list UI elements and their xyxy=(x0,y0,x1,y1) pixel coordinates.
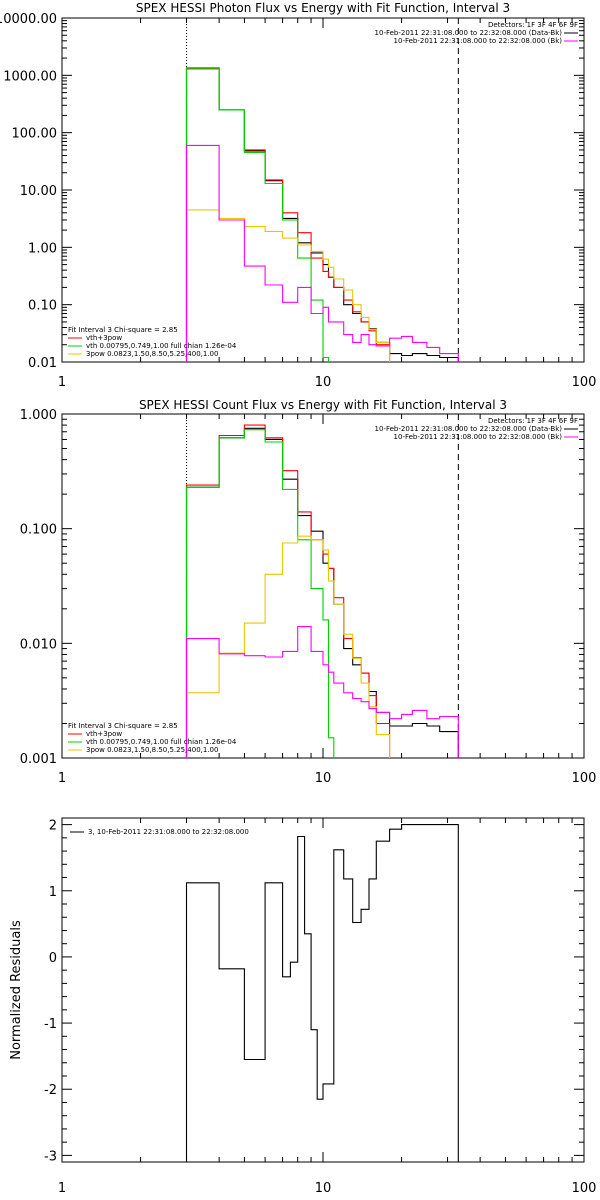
residuals-chart: Normalized Residuals 1 10 100 -3 -2 -1 0 1 2 3, 10… xyxy=(9,817,597,1196)
y-tick-label: 0.010 xyxy=(20,637,57,652)
y-tick-label: -1 xyxy=(44,1017,57,1032)
legend-top-entry: 10-Feb-2011 22:31:08.000 to 22:32:08.000… xyxy=(394,433,563,441)
chart-title: SPEX HESSI Count Flux vs Energy with Fit… xyxy=(139,398,507,412)
legend-fit-entry: 3pow 0.0823,1.50,8.50,5.25,400,1.00 xyxy=(86,746,218,754)
series-bk xyxy=(185,144,459,362)
y-tick-label: 100.00 xyxy=(12,127,58,142)
x-tick-label: 10 xyxy=(315,375,332,390)
x-tick-label: 10 xyxy=(315,771,332,786)
legend-fit-entry: vth+3pow xyxy=(86,730,122,738)
legend-inset-entry: 3, 10-Feb-2011 22:31:08.000 to 22:32:08.… xyxy=(88,828,249,836)
series-vth-3pow xyxy=(185,424,391,758)
legend-fit-header: Fit Interval 3 Chi-square = 2.85 xyxy=(68,326,178,334)
legend-top-entry: 10-Feb-2011 22:31:08.000 to 22:32:08.000… xyxy=(394,37,563,45)
series-vth-3pow xyxy=(185,67,391,362)
series-3pow xyxy=(185,209,391,362)
y-tick-label: 1000.00 xyxy=(3,69,57,84)
legend-header: Detectors: 1F 3F 4F 6F 9F xyxy=(488,417,578,425)
series-data-bk xyxy=(185,68,459,362)
chart-title: SPEX HESSI Photon Flux vs Energy with Fi… xyxy=(136,1,510,15)
y-tick-label: 0.10 xyxy=(28,299,57,314)
y-tick-label: 0.01 xyxy=(28,356,57,371)
x-tick-label: 100 xyxy=(572,375,597,390)
series-residuals xyxy=(185,824,459,1162)
legend-top-entry: 10-Feb-2011 22:31:08.000 to 22:32:08.000… xyxy=(375,425,563,433)
series-vth xyxy=(185,68,330,362)
x-tick-label: 100 xyxy=(572,771,597,786)
y-tick-label: 10.00 xyxy=(20,184,57,199)
legend-header: Detectors: 1F 3F 4F 6F 9F xyxy=(488,21,578,29)
y-tick-label: 1.00 xyxy=(28,241,57,256)
legend-fit-entry: vth 0.00795,0.749,1.00 full chian 1.26e-… xyxy=(86,738,237,746)
series-vth xyxy=(185,429,335,758)
plot-frame xyxy=(61,413,585,759)
legend-fit-header: Fit Interval 3 Chi-square = 2.85 xyxy=(68,722,178,730)
y-tick-label: 2 xyxy=(49,819,57,834)
x-tick-label: 1 xyxy=(58,1181,66,1196)
x-tick-label: 10 xyxy=(315,1181,332,1196)
x-tick-label: 1 xyxy=(58,771,66,786)
y-tick-label: 1.000 xyxy=(20,408,57,423)
y-tick-label: 0.100 xyxy=(20,523,57,538)
y-axis-label: Normalized Residuals xyxy=(9,920,24,1060)
series-3pow xyxy=(185,535,391,758)
plot-frame xyxy=(61,817,585,1163)
legend-fit-entry: vth 0.00795,0.749,1.00 full chian 1.26e-… xyxy=(86,342,237,350)
x-tick-label: 100 xyxy=(572,1181,597,1196)
legend-top-entry: 10-Feb-2011 22:31:08.000 to 22:32:08.000… xyxy=(375,29,563,37)
y-tick-label: -3 xyxy=(44,1149,57,1164)
x-tick-label: 1 xyxy=(58,375,66,390)
y-tick-label: -2 xyxy=(44,1083,57,1098)
y-tick-label: 0.001 xyxy=(20,752,57,767)
y-tick-label: 10000.00 xyxy=(0,12,57,27)
y-tick-label: 1 xyxy=(49,885,57,900)
count-flux-chart: SPEX HESSI Count Flux vs Energy with Fit… xyxy=(20,398,597,786)
series-bk xyxy=(185,626,459,758)
photon-flux-chart: SPEX HESSI Photon Flux vs Energy with Fi… xyxy=(0,1,597,390)
y-tick-label: 0 xyxy=(49,951,57,966)
legend-fit-entry: 3pow 0.0823,1.50,8.50,5.25,400,1.00 xyxy=(86,350,218,358)
legend-fit-entry: vth+3pow xyxy=(86,334,122,342)
